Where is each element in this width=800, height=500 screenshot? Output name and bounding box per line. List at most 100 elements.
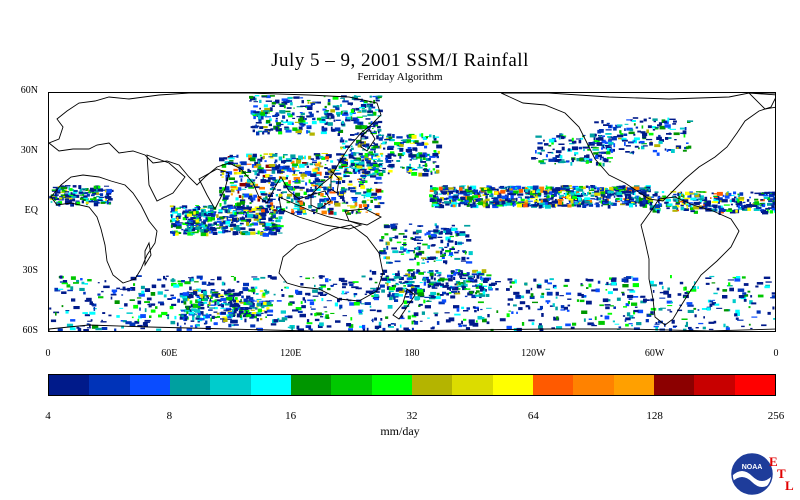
rain-cell bbox=[75, 200, 80, 202]
rain-cell bbox=[228, 177, 235, 180]
rain-cell bbox=[105, 195, 108, 197]
rain-cell bbox=[365, 145, 367, 148]
rain-cell bbox=[257, 167, 264, 170]
rain-cell bbox=[228, 157, 235, 160]
rain-cell bbox=[559, 295, 564, 297]
rain-cell bbox=[233, 172, 238, 175]
rain-cell bbox=[689, 191, 693, 193]
rain-cell bbox=[605, 306, 610, 310]
lon-label: 60E bbox=[161, 348, 178, 359]
rain-cell bbox=[256, 303, 261, 307]
rain-cell bbox=[602, 195, 605, 200]
rain-cell bbox=[415, 155, 423, 159]
rain-cell bbox=[102, 312, 106, 314]
rain-cell bbox=[95, 185, 100, 190]
rain-cell bbox=[265, 174, 271, 178]
rain-cell bbox=[269, 211, 275, 213]
rain-cell bbox=[540, 190, 544, 193]
rain-cell bbox=[296, 211, 303, 214]
rain-cell bbox=[268, 217, 273, 222]
rain-cell bbox=[414, 257, 416, 260]
rain-cell bbox=[375, 100, 380, 102]
rain-cell bbox=[401, 166, 405, 169]
rain-cell bbox=[295, 192, 301, 197]
rain-cell bbox=[351, 189, 357, 193]
rain-cell bbox=[221, 281, 225, 286]
rain-cell bbox=[588, 189, 595, 191]
rain-cell bbox=[114, 328, 117, 331]
rain-cell bbox=[238, 310, 244, 315]
rain-cell bbox=[272, 167, 277, 169]
rain-cell bbox=[625, 195, 628, 199]
rain-cell bbox=[440, 255, 445, 257]
rain-cell bbox=[410, 272, 415, 277]
rain-cell bbox=[108, 202, 111, 205]
rain-cell bbox=[388, 278, 395, 281]
rain-cell bbox=[367, 166, 372, 169]
rain-cell bbox=[547, 282, 552, 285]
rain-cell bbox=[373, 161, 377, 163]
rain-cell bbox=[508, 310, 511, 312]
rain-cell bbox=[735, 209, 738, 213]
rain-cell bbox=[236, 300, 242, 302]
rain-cell bbox=[356, 165, 363, 169]
rain-cell bbox=[206, 226, 210, 229]
rain-cell bbox=[373, 145, 379, 149]
rain-cell bbox=[598, 320, 605, 325]
rain-cell bbox=[274, 161, 277, 164]
rain-cell bbox=[258, 130, 263, 133]
rain-cell bbox=[605, 133, 612, 135]
rain-cell bbox=[541, 313, 544, 317]
rain-cell bbox=[590, 188, 594, 190]
rain-cell bbox=[734, 313, 738, 317]
rain-cell bbox=[768, 207, 775, 209]
rain-cell bbox=[441, 254, 446, 256]
rain-cell bbox=[597, 280, 601, 284]
rain-cell bbox=[308, 294, 311, 296]
rain-cell bbox=[264, 107, 271, 111]
rain-cell bbox=[463, 310, 469, 312]
rain-cell bbox=[357, 208, 360, 212]
rain-cell bbox=[380, 251, 387, 255]
rain-cell bbox=[316, 188, 321, 191]
rain-cell bbox=[230, 302, 233, 306]
rain-cell bbox=[316, 110, 319, 113]
rain-cell bbox=[641, 145, 645, 150]
rain-cell bbox=[390, 323, 395, 325]
colorbar-segment bbox=[371, 375, 412, 395]
rain-cell bbox=[248, 289, 254, 292]
rain-cell bbox=[438, 278, 445, 282]
rain-cell bbox=[326, 121, 329, 123]
rain-cell bbox=[424, 136, 429, 138]
rain-cell bbox=[201, 314, 209, 316]
rain-cell bbox=[418, 172, 423, 177]
rain-cell bbox=[220, 297, 227, 301]
rain-cell bbox=[436, 321, 440, 325]
rain-cell bbox=[317, 161, 321, 165]
rain-cell bbox=[772, 306, 775, 310]
rain-cell bbox=[304, 299, 307, 303]
rain-cell bbox=[234, 297, 238, 300]
rain-cell bbox=[195, 317, 200, 320]
rain-cell bbox=[770, 204, 775, 206]
rain-cell bbox=[448, 278, 453, 282]
rain-cell bbox=[406, 249, 410, 254]
rain-cell bbox=[618, 148, 625, 150]
rain-cell bbox=[578, 188, 584, 192]
rain-cell bbox=[750, 191, 754, 194]
rain-cell bbox=[379, 251, 382, 255]
rain-cell bbox=[73, 194, 80, 198]
rain-cell bbox=[476, 290, 480, 293]
rain-cell bbox=[310, 182, 313, 185]
rain-cell bbox=[398, 233, 405, 235]
rain-cell bbox=[713, 292, 718, 295]
rain-cell bbox=[232, 231, 239, 235]
rain-cell bbox=[252, 214, 255, 216]
rain-cell bbox=[687, 309, 694, 313]
rain-cell bbox=[665, 137, 669, 140]
rain-cell bbox=[287, 315, 293, 319]
rain-cell bbox=[194, 222, 201, 225]
rain-cell bbox=[421, 133, 424, 137]
rain-cell bbox=[300, 112, 305, 116]
rain-cell bbox=[206, 232, 209, 237]
